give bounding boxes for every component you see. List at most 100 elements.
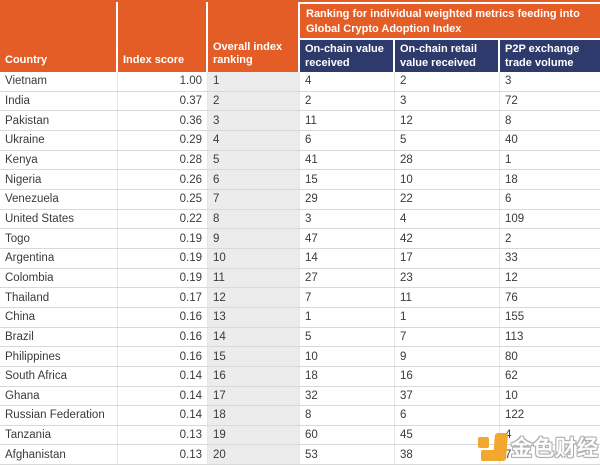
cell-on-chain-retail: 12	[395, 111, 500, 130]
table-row: China 0.16 13 1 1 155	[0, 307, 600, 328]
cell-overall-ranking: 6	[208, 170, 300, 189]
cell-p2p-volume: 40	[505, 134, 518, 147]
cell-country: Ghana	[0, 386, 118, 406]
cell-overall-ranking: 17	[208, 386, 300, 406]
cell-p2p-volume: 18	[505, 173, 518, 186]
cell-overall-ranking: 16	[208, 366, 300, 386]
cell-index-score: 0.19	[118, 229, 208, 248]
cell-p2p-volume: 2	[505, 232, 512, 245]
cell-on-chain-retail: 10	[395, 170, 500, 189]
cell-on-chain-value: 4	[300, 72, 395, 91]
table-row: Philippines 0.16 15 10 9 80	[0, 347, 600, 367]
cell-p2p-volume: 8	[505, 114, 512, 127]
cell-overall-ranking: 9	[208, 229, 300, 248]
cell-index-score: 0.16	[118, 307, 208, 327]
metrics-group-header: Ranking for individual weighted metrics …	[300, 4, 600, 38]
table-row: Afghanistan 0.13 20 53 38 7	[0, 445, 600, 465]
cell-on-chain-retail: 16	[395, 366, 500, 386]
cell-index-score: 0.29	[118, 130, 208, 150]
cell-country: Philippines	[0, 347, 118, 366]
cell-index-score: 0.13	[118, 425, 208, 445]
cell-overall-ranking: 10	[208, 248, 300, 268]
cell-on-chain-retail: 22	[395, 189, 500, 209]
column-header-on-chain-retail: On-chain retail value received	[395, 40, 500, 72]
cell-on-chain-value: 7	[300, 288, 395, 307]
cell-on-chain-value: 1	[300, 307, 395, 327]
cell-p2p-volume: 72	[505, 94, 518, 107]
cell-p2p-volume: 1	[505, 153, 512, 166]
cell-on-chain-retail: 4	[395, 209, 500, 229]
cell-on-chain-value: 60	[300, 425, 395, 445]
table-row: India 0.37 2 2 3 72	[0, 91, 600, 112]
cell-country: South Africa	[0, 366, 118, 386]
cell-p2p-volume: 4	[505, 429, 512, 442]
cell-p2p-volume: 80	[505, 350, 518, 363]
cell-index-score: 0.14	[118, 386, 208, 406]
cell-index-score: 0.16	[118, 327, 208, 347]
table-row: Thailand 0.17 12 7 11 76	[0, 288, 600, 308]
cell-p2p-volume: 7	[505, 448, 512, 461]
table-row: Brazil 0.16 14 5 7 113	[0, 327, 600, 348]
cell-on-chain-value: 15	[300, 170, 395, 189]
table-row: Venezuela 0.25 7 29 22 6	[0, 189, 600, 210]
cell-overall-ranking: 8	[208, 209, 300, 229]
cell-on-chain-value: 41	[300, 150, 395, 170]
column-header-p2p-volume: P2P exchange trade volume	[500, 40, 600, 72]
table-row: Togo 0.19 9 47 42 2	[0, 229, 600, 249]
cell-country: China	[0, 307, 118, 327]
cell-on-chain-retail: 38	[395, 445, 500, 465]
cell-country: Ukraine	[0, 130, 118, 150]
cell-p2p-volume: 62	[505, 370, 518, 383]
cell-on-chain-value: 2	[300, 91, 395, 111]
cell-overall-ranking: 1	[208, 72, 300, 91]
cell-index-score: 0.17	[118, 288, 208, 307]
cell-index-score: 0.37	[118, 91, 208, 111]
table-body: Vietnam 1.00 1 4 2 3 India 0.37 2 2 3 72…	[0, 72, 600, 465]
cell-on-chain-value: 53	[300, 445, 395, 465]
table-row: Kenya 0.28 5 41 28 1	[0, 150, 600, 171]
cell-on-chain-retail: 28	[395, 150, 500, 170]
cell-on-chain-retail: 42	[395, 229, 500, 248]
cell-index-score: 1.00	[118, 72, 208, 91]
cell-index-score: 0.22	[118, 209, 208, 229]
cell-country: Vietnam	[0, 72, 118, 91]
cell-on-chain-retail: 3	[395, 91, 500, 111]
cell-overall-ranking: 19	[208, 425, 300, 445]
cell-on-chain-value: 11	[300, 111, 395, 130]
cell-country: India	[0, 91, 118, 111]
table-row: Tanzania 0.13 19 60 45 4	[0, 425, 600, 446]
cell-on-chain-value: 18	[300, 366, 395, 386]
cell-on-chain-retail: 11	[395, 288, 500, 307]
metrics-header-group: Ranking for individual weighted metrics …	[300, 2, 600, 72]
cell-on-chain-retail: 7	[395, 327, 500, 347]
table-header: Country Index score Overall index rankin…	[0, 2, 600, 72]
table-row: Colombia 0.19 11 27 23 12	[0, 268, 600, 289]
cell-country: Pakistan	[0, 111, 118, 130]
cell-country: Kenya	[0, 150, 118, 170]
table-top-border	[0, 0, 600, 2]
cell-index-score: 0.36	[118, 111, 208, 130]
cell-p2p-volume: 113	[505, 330, 524, 343]
cell-on-chain-value: 47	[300, 229, 395, 248]
cell-on-chain-retail: 6	[395, 406, 500, 425]
cell-on-chain-value: 27	[300, 268, 395, 288]
cell-index-score: 0.19	[118, 248, 208, 268]
cell-on-chain-value: 14	[300, 248, 395, 268]
cell-on-chain-retail: 45	[395, 425, 500, 445]
cell-on-chain-value: 10	[300, 347, 395, 366]
cell-on-chain-value: 6	[300, 130, 395, 150]
cell-on-chain-retail: 5	[395, 130, 500, 150]
cell-p2p-volume: 12	[505, 271, 518, 284]
cell-p2p-volume: 10	[505, 389, 518, 402]
cell-overall-ranking: 3	[208, 111, 300, 130]
cell-p2p-volume: 76	[505, 291, 518, 304]
cell-index-score: 0.16	[118, 347, 208, 366]
cell-overall-ranking: 4	[208, 130, 300, 150]
column-header-on-chain-value: On-chain value received	[300, 40, 395, 72]
cell-on-chain-retail: 37	[395, 386, 500, 406]
cell-p2p-volume: 109	[505, 212, 525, 225]
cell-p2p-volume: 3	[505, 75, 512, 88]
cell-p2p-volume: 6	[505, 193, 512, 206]
cell-index-score: 0.26	[118, 170, 208, 189]
cell-p2p-volume: 122	[505, 409, 525, 422]
